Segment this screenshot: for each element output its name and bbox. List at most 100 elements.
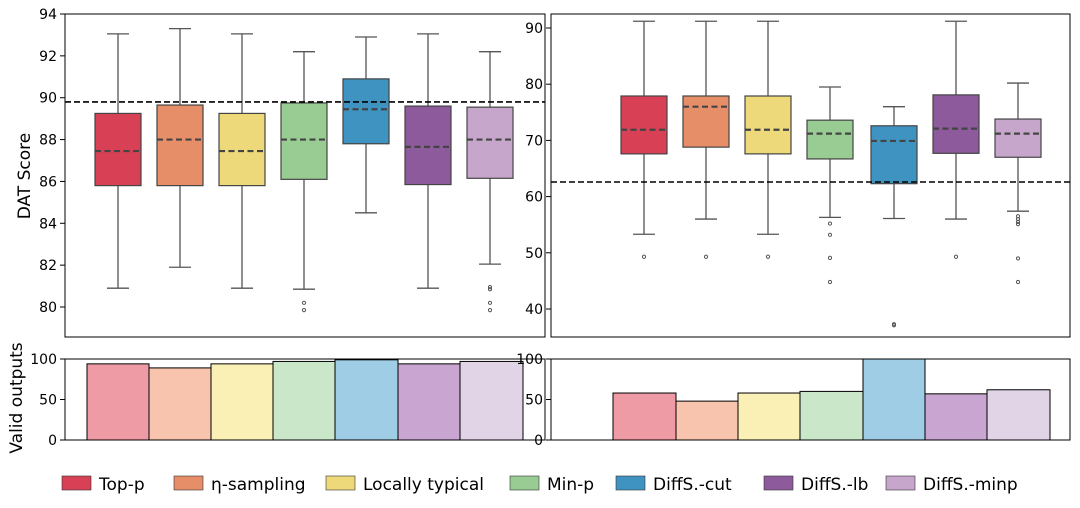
right-bar-bar: [799, 390, 864, 441]
left-bar-bar: [459, 360, 524, 441]
right-box-box-group: [806, 86, 854, 285]
legend-item: Locally typical: [325, 475, 484, 495]
legend-swatch: [763, 475, 794, 491]
outlier-point: [827, 232, 833, 237]
left-bar-bar: [397, 363, 461, 441]
left-box-panel: 80 82 84 86 88 90 92 94 DAT Score: [15, 7, 546, 338]
left-bar-ytick-label: 50: [39, 393, 57, 409]
outlier-point: [827, 279, 833, 285]
right-box-ytick-label: 40: [525, 302, 543, 318]
box-iqr: [156, 104, 204, 187]
box-iqr: [466, 106, 514, 179]
left-box-ylabel: DAT Score: [15, 133, 35, 220]
right-bar-frame: [550, 358, 1071, 441]
right-box-box-group: [870, 106, 918, 328]
left-bar-ylabel: Valid outputs: [7, 342, 27, 453]
right-bar-bar: [924, 393, 988, 441]
outlier-point: [487, 285, 493, 290]
box-iqr: [218, 112, 266, 187]
box-iqr: [932, 94, 980, 154]
left-bar-bar: [86, 363, 150, 441]
legend-label: η-sampling: [211, 475, 306, 495]
left-bar-bar: [210, 363, 274, 441]
outlier-point: [1015, 256, 1021, 261]
right-box-box-group: [932, 20, 980, 259]
right-bar-bar: [862, 358, 926, 441]
legend-swatch: [325, 475, 356, 491]
right-box-box-group: [682, 20, 730, 259]
box-iqr: [682, 95, 730, 148]
left-box-ytick-label: 82: [39, 258, 57, 274]
outlier-point: [301, 308, 307, 313]
legend: Top-p η-sampling Locally typical Min-p DiffS…: [61, 475, 1018, 495]
legend-swatch: [509, 475, 540, 491]
legend-swatch: [61, 475, 92, 491]
outlier-point: [1015, 219, 1021, 224]
right-box-ytick-label: 50: [525, 246, 543, 262]
right-bar-ytick-label: 0: [534, 433, 543, 449]
left-box-box-group: [218, 33, 266, 289]
left-bar-bar: [272, 360, 336, 441]
legend-label: DiffS.-lb: [801, 475, 868, 495]
left-bar-ytick-label: 100: [30, 352, 57, 368]
outlier-point: [487, 287, 493, 292]
legend-label: Top-p: [98, 475, 145, 495]
box-iqr: [280, 102, 328, 180]
left-box-ytick-label: 84: [39, 216, 57, 232]
right-bar-bar: [612, 392, 677, 441]
right-bar-panel: 0 50 100: [516, 352, 1071, 449]
left-box-box-group: [156, 27, 204, 268]
left-box-box-group: [466, 51, 514, 313]
left-box-ytick-label: 86: [39, 174, 57, 190]
legend-item: DiffS.-cut: [615, 475, 732, 495]
right-box-ytick-label: 90: [525, 21, 543, 37]
right-bar-bar: [986, 389, 1051, 441]
legend-swatch: [885, 475, 916, 491]
left-bar-ytick-label: 0: [48, 433, 57, 449]
box-iqr: [994, 118, 1042, 158]
legend-item: Top-p: [61, 475, 145, 495]
left-box-ytick-label: 88: [39, 133, 57, 149]
outlier-point: [641, 254, 647, 259]
legend-swatch: [615, 475, 646, 491]
right-bar-ytick-label: 50: [525, 393, 543, 409]
left-box-ytick-label: 80: [39, 300, 57, 316]
left-box-frame: [64, 13, 546, 338]
right-bar-ytick-label: 100: [516, 352, 543, 368]
outlier-point: [827, 255, 833, 260]
right-bar-bar: [675, 400, 739, 441]
legend-label: Min-p: [547, 475, 594, 495]
legend-item: DiffS.-minp: [885, 475, 1018, 495]
right-box-panel: 40 50 60 70 80 90: [525, 13, 1071, 338]
plot-area: 80 82 84 86 88 90 92 94 DAT Score 40 50 60 70 80 90 0 50…: [7, 7, 1071, 454]
outlier-point: [487, 300, 493, 305]
right-box-box-group: [744, 20, 792, 259]
right-box-ytick-label: 70: [525, 133, 543, 149]
outlier-point: [891, 323, 897, 328]
box-iqr: [744, 95, 792, 155]
outlier-point: [1015, 279, 1021, 285]
left-box-ytick-label: 94: [39, 7, 57, 23]
legend-swatch: [173, 475, 204, 491]
left-box-ytick-label: 90: [39, 91, 57, 107]
right-box-box-group: [620, 20, 668, 259]
left-box-box-group: [342, 36, 390, 214]
legend-item: Min-p: [509, 475, 594, 495]
outlier-point: [765, 254, 771, 259]
left-box-box-group: [280, 51, 328, 313]
outlier-point: [703, 254, 709, 259]
box-iqr: [806, 119, 854, 160]
legend-item: η-sampling: [173, 475, 306, 495]
right-bar-bar: [737, 392, 801, 441]
right-box-ytick-label: 80: [525, 77, 543, 93]
outlier-point: [1015, 222, 1021, 227]
box-iqr: [404, 105, 452, 186]
left-bar-frame: [64, 358, 546, 441]
left-bar-bar: [148, 367, 212, 441]
left-bar-bar: [334, 359, 399, 441]
box-iqr: [870, 125, 918, 185]
box-iqr: [620, 95, 668, 155]
left-box-ytick-label: 92: [39, 49, 57, 65]
